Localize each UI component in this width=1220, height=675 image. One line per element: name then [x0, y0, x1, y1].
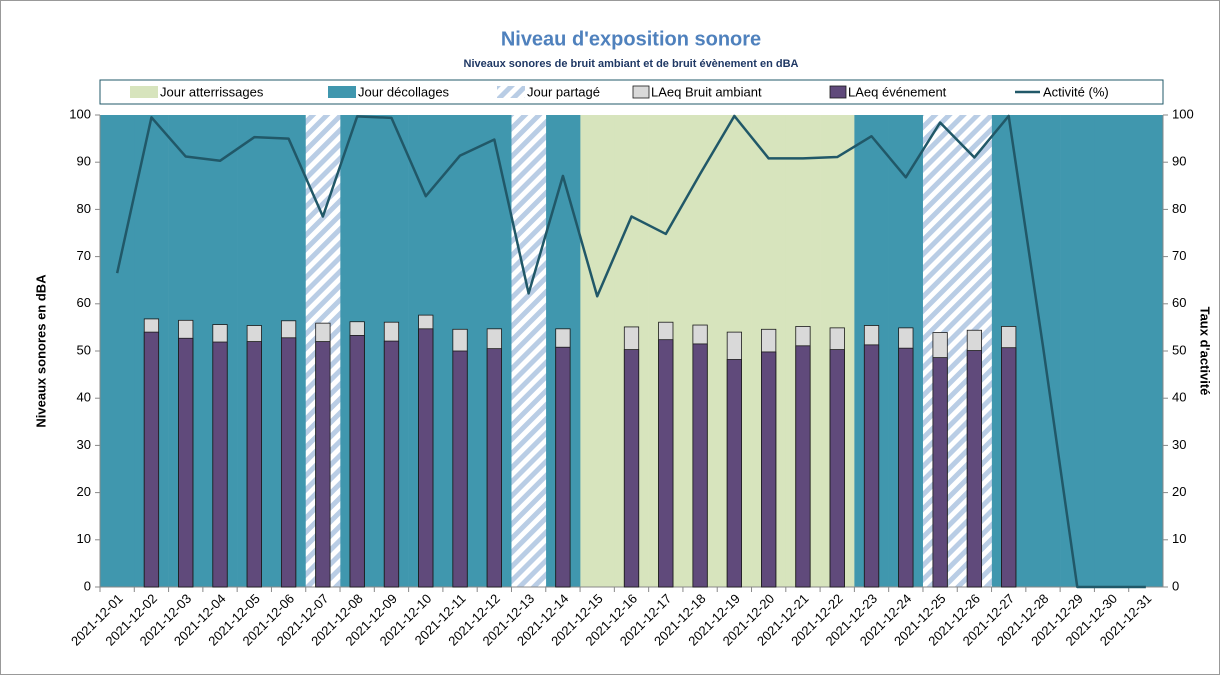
day-band [100, 115, 135, 587]
bar [486, 348, 502, 588]
bar [966, 350, 983, 588]
y2-tick-label: 100 [1172, 106, 1194, 121]
y2-tick-label: 90 [1172, 154, 1186, 169]
bar [726, 359, 742, 588]
legend-label: Jour décollages [358, 84, 450, 99]
y-tick-label: 60 [77, 295, 91, 310]
y2-tick-label: 0 [1172, 578, 1179, 593]
legend-swatch [130, 86, 158, 98]
y-tick-label: 70 [77, 248, 91, 263]
bar [658, 339, 674, 588]
bar [280, 337, 297, 588]
bar [761, 351, 777, 588]
bar [932, 357, 948, 588]
bar [178, 337, 194, 588]
day-band [1128, 115, 1164, 587]
legend-swatch [829, 85, 847, 99]
y2-tick-label: 30 [1172, 437, 1186, 452]
legend-swatch [632, 85, 650, 99]
y2-axis-label: Taux d'activité [1198, 307, 1213, 396]
bar [1001, 347, 1017, 588]
y2-tick-label: 20 [1172, 484, 1186, 499]
bar [452, 350, 468, 588]
bar [623, 349, 640, 588]
y-tick-label: 90 [77, 154, 91, 169]
bar [418, 328, 434, 588]
legend-swatch [497, 86, 525, 98]
y2-tick-label: 80 [1172, 201, 1186, 216]
chart-subtitle: Niveaux sonores de bruit ambiant et de b… [464, 58, 799, 70]
bar [212, 341, 228, 588]
chart-title: Niveau d'exposition sonore [501, 28, 761, 50]
y-tick-label: 20 [77, 484, 91, 499]
bar [898, 347, 914, 588]
y-axis-label: Niveaux sonores en dBA [33, 274, 48, 428]
legend-box [99, 79, 1164, 105]
legend-swatch [328, 86, 356, 98]
line-series [115, 114, 1146, 589]
legend-label: Jour partagé [527, 84, 600, 99]
y-tick-label: 10 [77, 531, 91, 546]
y2-tick-label: 50 [1172, 342, 1186, 357]
bar [349, 335, 365, 588]
day-band [511, 115, 547, 587]
y2-tick-label: 10 [1172, 531, 1186, 546]
legend-label: LAeq Bruit ambiant [651, 84, 762, 99]
bar [795, 345, 811, 588]
bar [555, 346, 571, 588]
day-band [1060, 115, 1095, 587]
legend-label: Jour atterrissages [160, 84, 264, 99]
y-tick-label: 80 [77, 201, 91, 216]
y-tick-label: 50 [77, 342, 91, 357]
y-tick-label: 30 [77, 437, 91, 452]
y-tick-label: 100 [69, 106, 91, 121]
y-tick-label: 40 [77, 390, 91, 405]
y2-tick-label: 60 [1172, 295, 1186, 310]
day-band [580, 115, 615, 587]
y2-tick-label: 70 [1172, 248, 1186, 263]
bar [315, 341, 331, 588]
day-band [1094, 115, 1130, 587]
bar [383, 340, 400, 588]
y-tick-label: 0 [84, 578, 91, 593]
bar [829, 349, 845, 588]
legend-label: LAeq événement [848, 84, 947, 99]
legend-label: Activité (%) [1043, 84, 1109, 99]
bar [692, 343, 708, 588]
bar [143, 331, 160, 588]
bar [246, 341, 262, 588]
y2-tick-label: 40 [1172, 390, 1186, 405]
bar [863, 344, 880, 588]
